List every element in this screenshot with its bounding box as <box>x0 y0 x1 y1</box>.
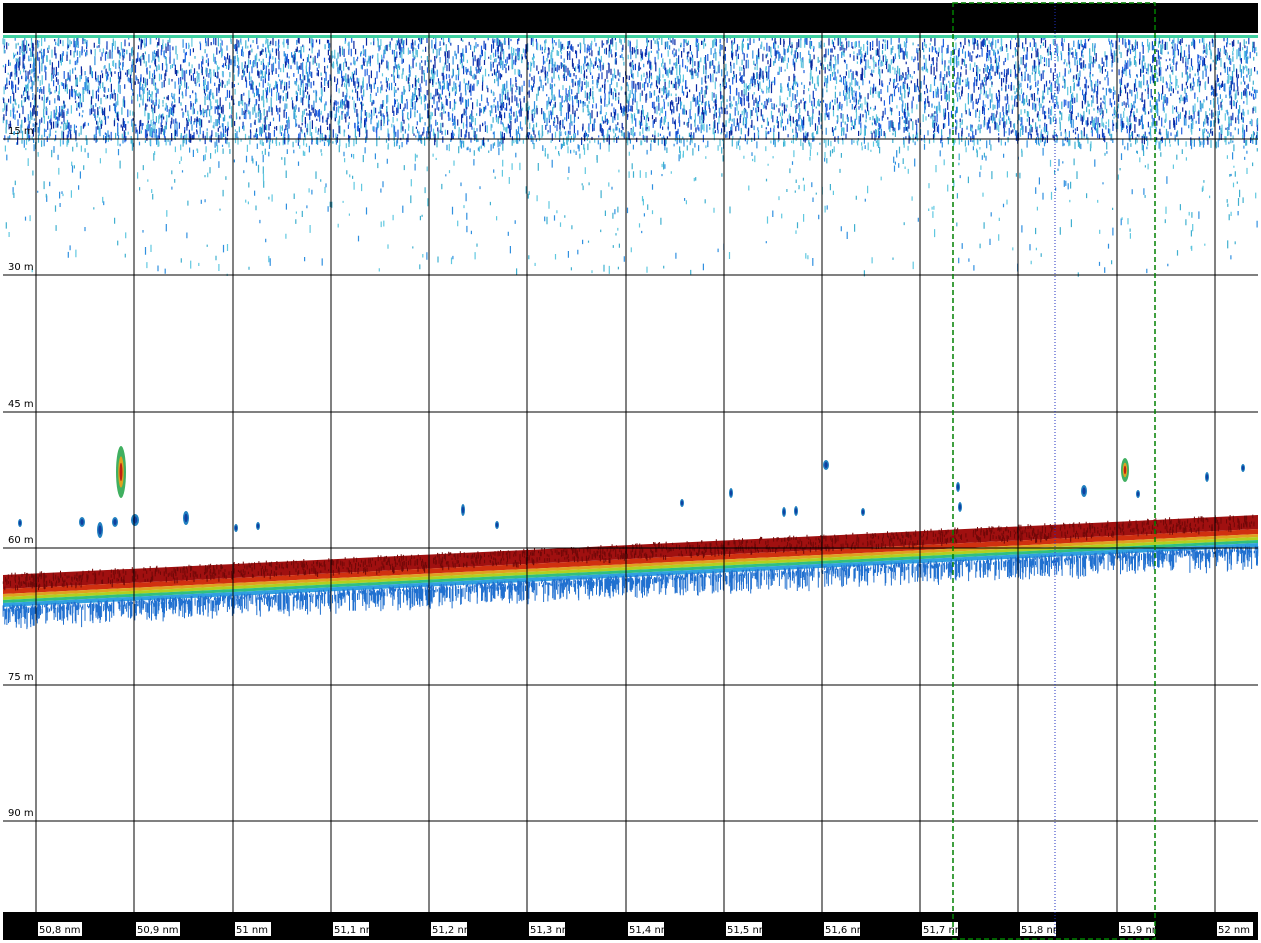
depth-label: 75 m <box>8 672 34 683</box>
distance-label-box <box>824 922 860 936</box>
fish-core <box>184 513 188 523</box>
distance-label-box <box>529 922 565 936</box>
distance-label: 51,3 nm <box>530 925 572 936</box>
selection-box[interactable] <box>952 2 1156 940</box>
depth-label: 45 m <box>8 399 34 410</box>
fish-core <box>119 462 123 482</box>
noise-streaks <box>2 36 1257 276</box>
distance-label-box <box>333 922 369 936</box>
distance-label-box <box>38 922 82 936</box>
distance-label-box <box>922 922 958 936</box>
distance-label: 50,8 nm <box>39 925 81 936</box>
echo-noise <box>2 35 1259 277</box>
fish-core <box>461 506 465 514</box>
seabed-layer <box>3 534 1258 597</box>
distance-label-box <box>136 922 180 936</box>
axis-labels: 15 m 30 m 45 m 60 m 75 m 90 m 50,8 nm 50,9 nm 51… <box>8 126 1253 936</box>
distance-label-box <box>1119 922 1155 936</box>
fish-core <box>958 504 962 510</box>
distance-label: 51 nm <box>236 925 268 936</box>
distance-label-box <box>1217 922 1253 936</box>
fish-core <box>680 500 684 506</box>
seabed-layer <box>3 529 1258 594</box>
fish-core <box>956 484 960 490</box>
top-bar <box>3 3 1258 33</box>
fish-core <box>98 525 102 535</box>
fish-core <box>794 508 798 514</box>
fish-core <box>495 522 499 528</box>
distance-label-box <box>431 922 467 936</box>
fish-core <box>1205 474 1209 480</box>
noise-streaks <box>3 36 1258 146</box>
distance-label: 51,6 nm <box>825 925 867 936</box>
fish-core <box>234 525 238 531</box>
distance-label-box <box>1020 922 1056 936</box>
fish-core <box>861 509 865 515</box>
seabed-layer <box>3 537 1258 600</box>
depth-label: 90 m <box>8 808 34 819</box>
fish-core <box>782 509 786 515</box>
fish-core <box>113 519 117 525</box>
distance-label-box <box>235 922 271 936</box>
distance-label: 51,5 nm <box>727 925 769 936</box>
fish-core <box>256 523 260 529</box>
seabed-layer <box>3 543 1258 607</box>
seabed-layer <box>3 540 1258 603</box>
fish-core <box>729 490 733 496</box>
depth-label: 60 m <box>8 535 34 546</box>
surface-line <box>3 35 1258 38</box>
fish-core <box>132 516 138 524</box>
seabed-texture <box>2 514 1255 591</box>
distance-label: 51,9 nm <box>1120 925 1162 936</box>
distance-label: 51,4 nm <box>629 925 671 936</box>
distance-label: 52 nm <box>1218 925 1250 936</box>
depth-label: 30 m <box>8 262 34 273</box>
distance-label: 51,8 nm <box>1021 925 1063 936</box>
grid <box>3 3 1258 940</box>
depth-label: 15 m <box>8 126 34 137</box>
distance-label: 50,9 nm <box>137 925 179 936</box>
distance-label-box <box>628 922 664 936</box>
distance-label-box <box>726 922 762 936</box>
fish-core <box>824 462 828 468</box>
fish-core <box>1123 465 1127 475</box>
fish-core <box>1082 487 1086 495</box>
fish-core <box>1241 465 1245 471</box>
seabed-echo <box>2 514 1259 630</box>
fish-core <box>80 519 84 525</box>
distance-label: 51,7 nm <box>923 925 965 936</box>
seabed-layer <box>3 515 1258 589</box>
distance-label: 51,2 nm <box>432 925 474 936</box>
fish-schools <box>18 446 1245 538</box>
fish-core <box>18 520 22 526</box>
fish-core <box>1136 491 1140 497</box>
seabed-tail <box>2 545 1259 630</box>
distance-label: 51,1 nm <box>334 925 376 936</box>
